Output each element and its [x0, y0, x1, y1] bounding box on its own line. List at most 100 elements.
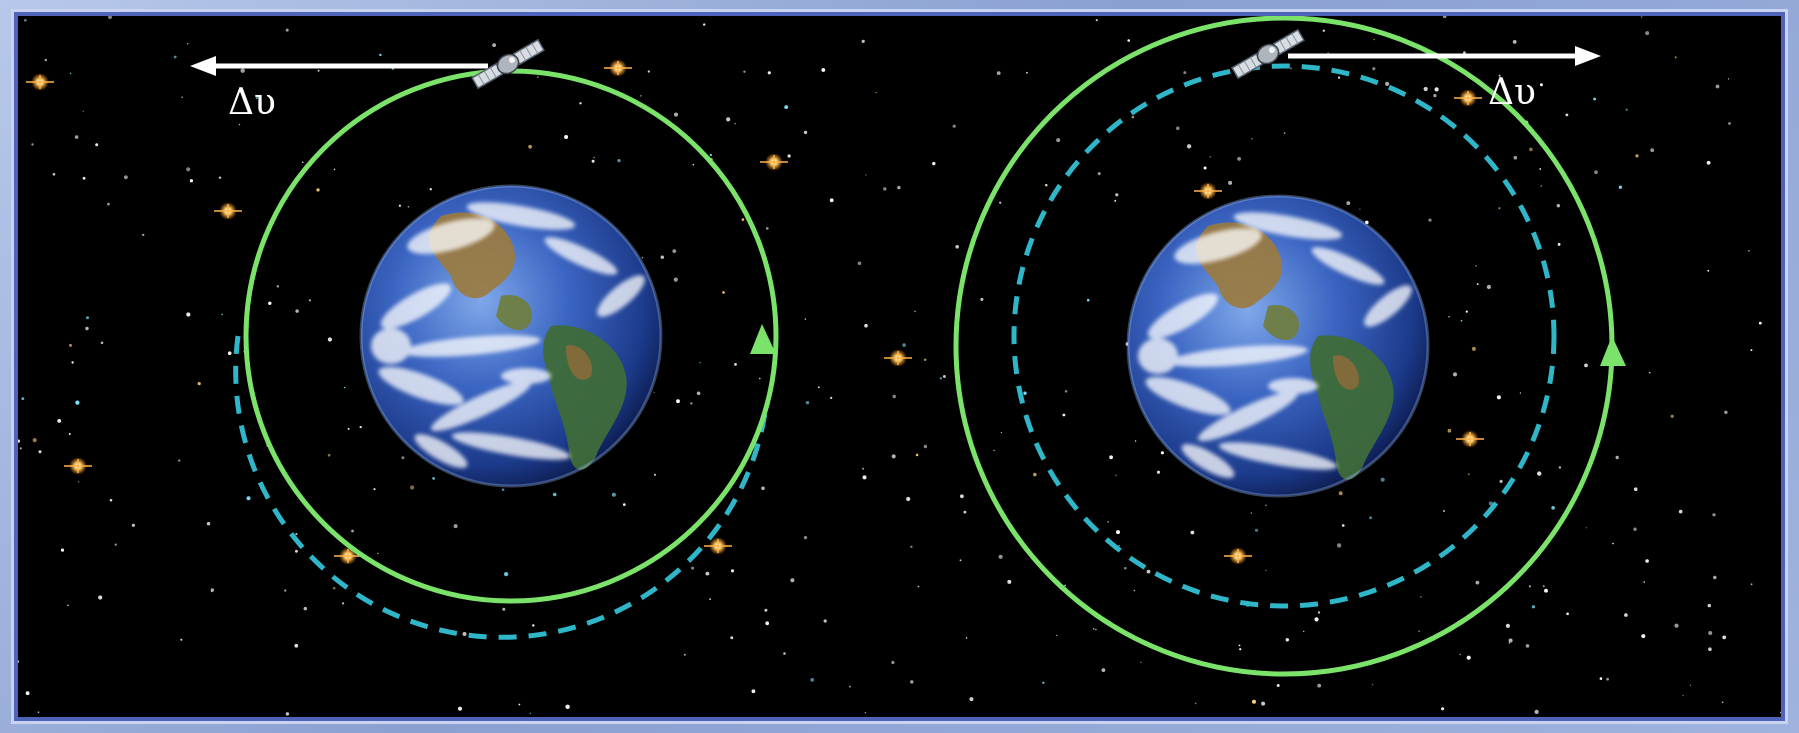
bright-star	[1194, 182, 1222, 200]
star	[1252, 699, 1256, 704]
star	[730, 636, 734, 640]
star	[910, 545, 913, 548]
star	[501, 488, 505, 492]
star	[342, 602, 345, 605]
star	[924, 358, 927, 361]
earth-icon	[361, 186, 661, 486]
star	[1265, 504, 1267, 506]
star	[1190, 530, 1195, 535]
star	[959, 559, 962, 562]
star	[502, 607, 506, 611]
star	[1276, 684, 1280, 687]
star	[1499, 479, 1503, 483]
star	[1724, 410, 1728, 414]
star	[1056, 138, 1061, 143]
star	[1209, 156, 1211, 158]
star	[1566, 612, 1569, 616]
star	[1000, 432, 1003, 434]
star	[810, 678, 815, 682]
star	[1194, 702, 1197, 705]
star	[830, 396, 833, 399]
star	[107, 202, 110, 206]
star	[100, 341, 104, 345]
star	[1107, 521, 1110, 523]
star	[730, 569, 735, 573]
star	[734, 363, 737, 366]
star	[32, 438, 37, 443]
star	[114, 543, 117, 546]
star	[821, 68, 826, 72]
star	[1442, 16, 1447, 18]
star	[1712, 513, 1716, 517]
star	[333, 168, 336, 171]
star	[803, 130, 808, 135]
star	[1557, 243, 1561, 246]
star	[78, 481, 80, 483]
star	[1565, 113, 1569, 117]
star	[303, 606, 307, 611]
star	[640, 95, 642, 97]
star	[1134, 440, 1137, 442]
star	[317, 69, 320, 72]
star	[1508, 638, 1513, 643]
star	[1238, 644, 1241, 647]
bright-star	[334, 547, 362, 565]
star	[1463, 51, 1466, 54]
bright-star	[884, 349, 912, 367]
star	[1420, 596, 1422, 598]
star	[1369, 516, 1372, 520]
star	[377, 552, 379, 555]
star	[98, 595, 103, 600]
star	[1544, 588, 1548, 593]
star	[398, 204, 401, 207]
star	[197, 382, 201, 386]
star	[1086, 298, 1090, 302]
star	[1371, 683, 1374, 686]
star	[221, 313, 223, 316]
star	[1127, 39, 1130, 42]
star	[790, 578, 795, 583]
star	[1101, 668, 1106, 672]
star	[1466, 655, 1471, 660]
bright-star	[214, 202, 242, 220]
star	[1528, 585, 1531, 588]
star	[996, 71, 1001, 75]
star	[674, 112, 678, 117]
star	[1465, 310, 1468, 313]
star	[462, 632, 467, 636]
star	[804, 318, 807, 320]
star	[1758, 321, 1762, 325]
star	[343, 386, 346, 389]
star	[82, 110, 85, 113]
star	[865, 174, 867, 176]
star	[181, 96, 183, 98]
star	[1140, 661, 1142, 664]
star	[95, 143, 99, 147]
star	[308, 299, 311, 302]
star	[829, 198, 834, 203]
star	[1750, 583, 1753, 586]
star	[1265, 569, 1267, 571]
star	[611, 492, 616, 497]
star	[108, 16, 112, 19]
star	[410, 485, 415, 490]
star	[864, 323, 868, 328]
star	[1722, 635, 1727, 640]
star	[1118, 545, 1120, 547]
star	[332, 586, 336, 590]
star	[295, 549, 298, 553]
star	[591, 159, 595, 163]
star	[284, 589, 287, 592]
star	[24, 19, 27, 22]
star	[1447, 428, 1452, 433]
star	[1373, 38, 1375, 41]
star	[44, 58, 47, 62]
star	[1556, 204, 1561, 208]
star	[1645, 559, 1649, 563]
star	[647, 70, 650, 73]
star	[1092, 628, 1095, 630]
star	[1505, 623, 1510, 629]
star	[1643, 581, 1645, 583]
star	[1721, 701, 1724, 704]
star	[803, 536, 808, 540]
